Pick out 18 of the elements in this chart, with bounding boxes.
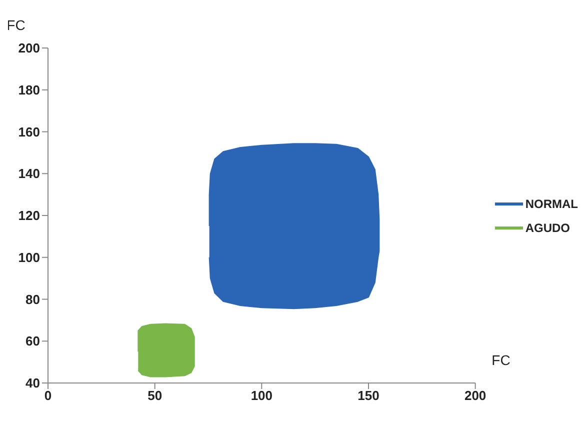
y-tick-label: 80 — [26, 292, 40, 307]
y-tick-label: 180 — [18, 82, 40, 98]
x-tick-label: 50 — [148, 388, 162, 404]
y-tick-label: 40 — [26, 376, 40, 391]
y-tick-label: 160 — [18, 124, 40, 140]
x-axis-title: FC — [492, 352, 510, 368]
legend-label: AGUDO — [525, 220, 570, 234]
y-tick-label: 200 — [18, 40, 40, 56]
x-tick-label: 100 — [250, 388, 273, 404]
y-tick-label: 60 — [26, 334, 40, 349]
x-tick-label: 150 — [358, 388, 380, 404]
y-tick-label: 140 — [18, 166, 40, 182]
legend-label: NORMAL — [525, 196, 578, 210]
y-tick-label: 120 — [18, 208, 40, 224]
x-tick-label: 0 — [44, 388, 52, 404]
y-axis-title: FC — [6, 17, 26, 33]
x-tick-label: 200 — [464, 388, 486, 404]
y-tick-label: 100 — [18, 250, 40, 265]
